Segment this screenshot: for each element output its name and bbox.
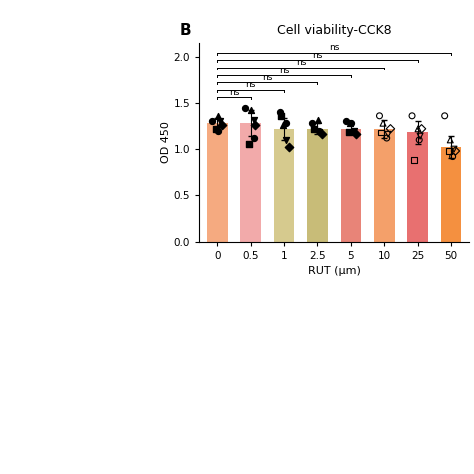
Point <box>418 125 425 133</box>
Text: B: B <box>180 23 192 38</box>
Point <box>276 109 284 116</box>
Point <box>387 125 394 133</box>
Point <box>247 107 255 114</box>
Point <box>342 118 349 125</box>
X-axis label: RUT (μm): RUT (μm) <box>308 266 361 276</box>
Text: ns: ns <box>329 44 339 53</box>
Point <box>282 136 290 144</box>
Text: ns: ns <box>246 81 256 90</box>
Point <box>315 127 323 135</box>
Text: ns: ns <box>262 73 273 82</box>
Point <box>285 144 292 151</box>
Text: ns: ns <box>312 51 323 60</box>
Point <box>250 134 257 142</box>
Point <box>214 112 222 119</box>
Point <box>416 132 424 140</box>
Point <box>414 125 422 133</box>
Text: ns: ns <box>279 65 289 74</box>
Point <box>214 127 222 135</box>
Point <box>377 128 384 136</box>
Title: Cell viability-CCK8: Cell viability-CCK8 <box>277 24 392 37</box>
Point <box>277 112 284 119</box>
Point <box>383 134 391 142</box>
Point <box>345 128 353 136</box>
Point <box>449 153 456 160</box>
Point <box>315 128 323 136</box>
Bar <box>274 129 294 242</box>
Point <box>251 121 258 129</box>
Point <box>309 119 316 127</box>
Point <box>447 136 454 144</box>
Point <box>212 125 220 133</box>
Point <box>250 116 258 123</box>
Bar <box>340 129 361 242</box>
Point <box>208 118 216 125</box>
Bar <box>440 147 461 242</box>
Y-axis label: OD 450: OD 450 <box>161 121 171 163</box>
Point <box>218 121 225 129</box>
Point <box>318 130 326 138</box>
Point <box>246 140 253 147</box>
Point <box>415 136 423 144</box>
Point <box>379 119 387 127</box>
Bar <box>207 123 228 242</box>
Point <box>446 147 453 155</box>
Point <box>347 119 355 127</box>
Bar <box>307 129 328 242</box>
Text: ns: ns <box>296 58 306 67</box>
Point <box>310 125 318 133</box>
Point <box>408 112 416 119</box>
Bar <box>407 132 428 242</box>
Point <box>450 146 458 153</box>
Point <box>384 130 392 138</box>
Point <box>241 105 248 112</box>
Point <box>352 130 360 138</box>
Bar <box>240 123 261 242</box>
Point <box>410 156 418 164</box>
Point <box>376 112 383 119</box>
Point <box>217 118 224 125</box>
Point <box>452 147 459 155</box>
Point <box>280 121 287 129</box>
Text: ns: ns <box>229 88 239 97</box>
Point <box>282 119 290 127</box>
Point <box>350 127 357 135</box>
Bar <box>374 129 394 242</box>
Point <box>346 119 354 127</box>
Point <box>441 112 448 119</box>
Point <box>314 116 321 123</box>
